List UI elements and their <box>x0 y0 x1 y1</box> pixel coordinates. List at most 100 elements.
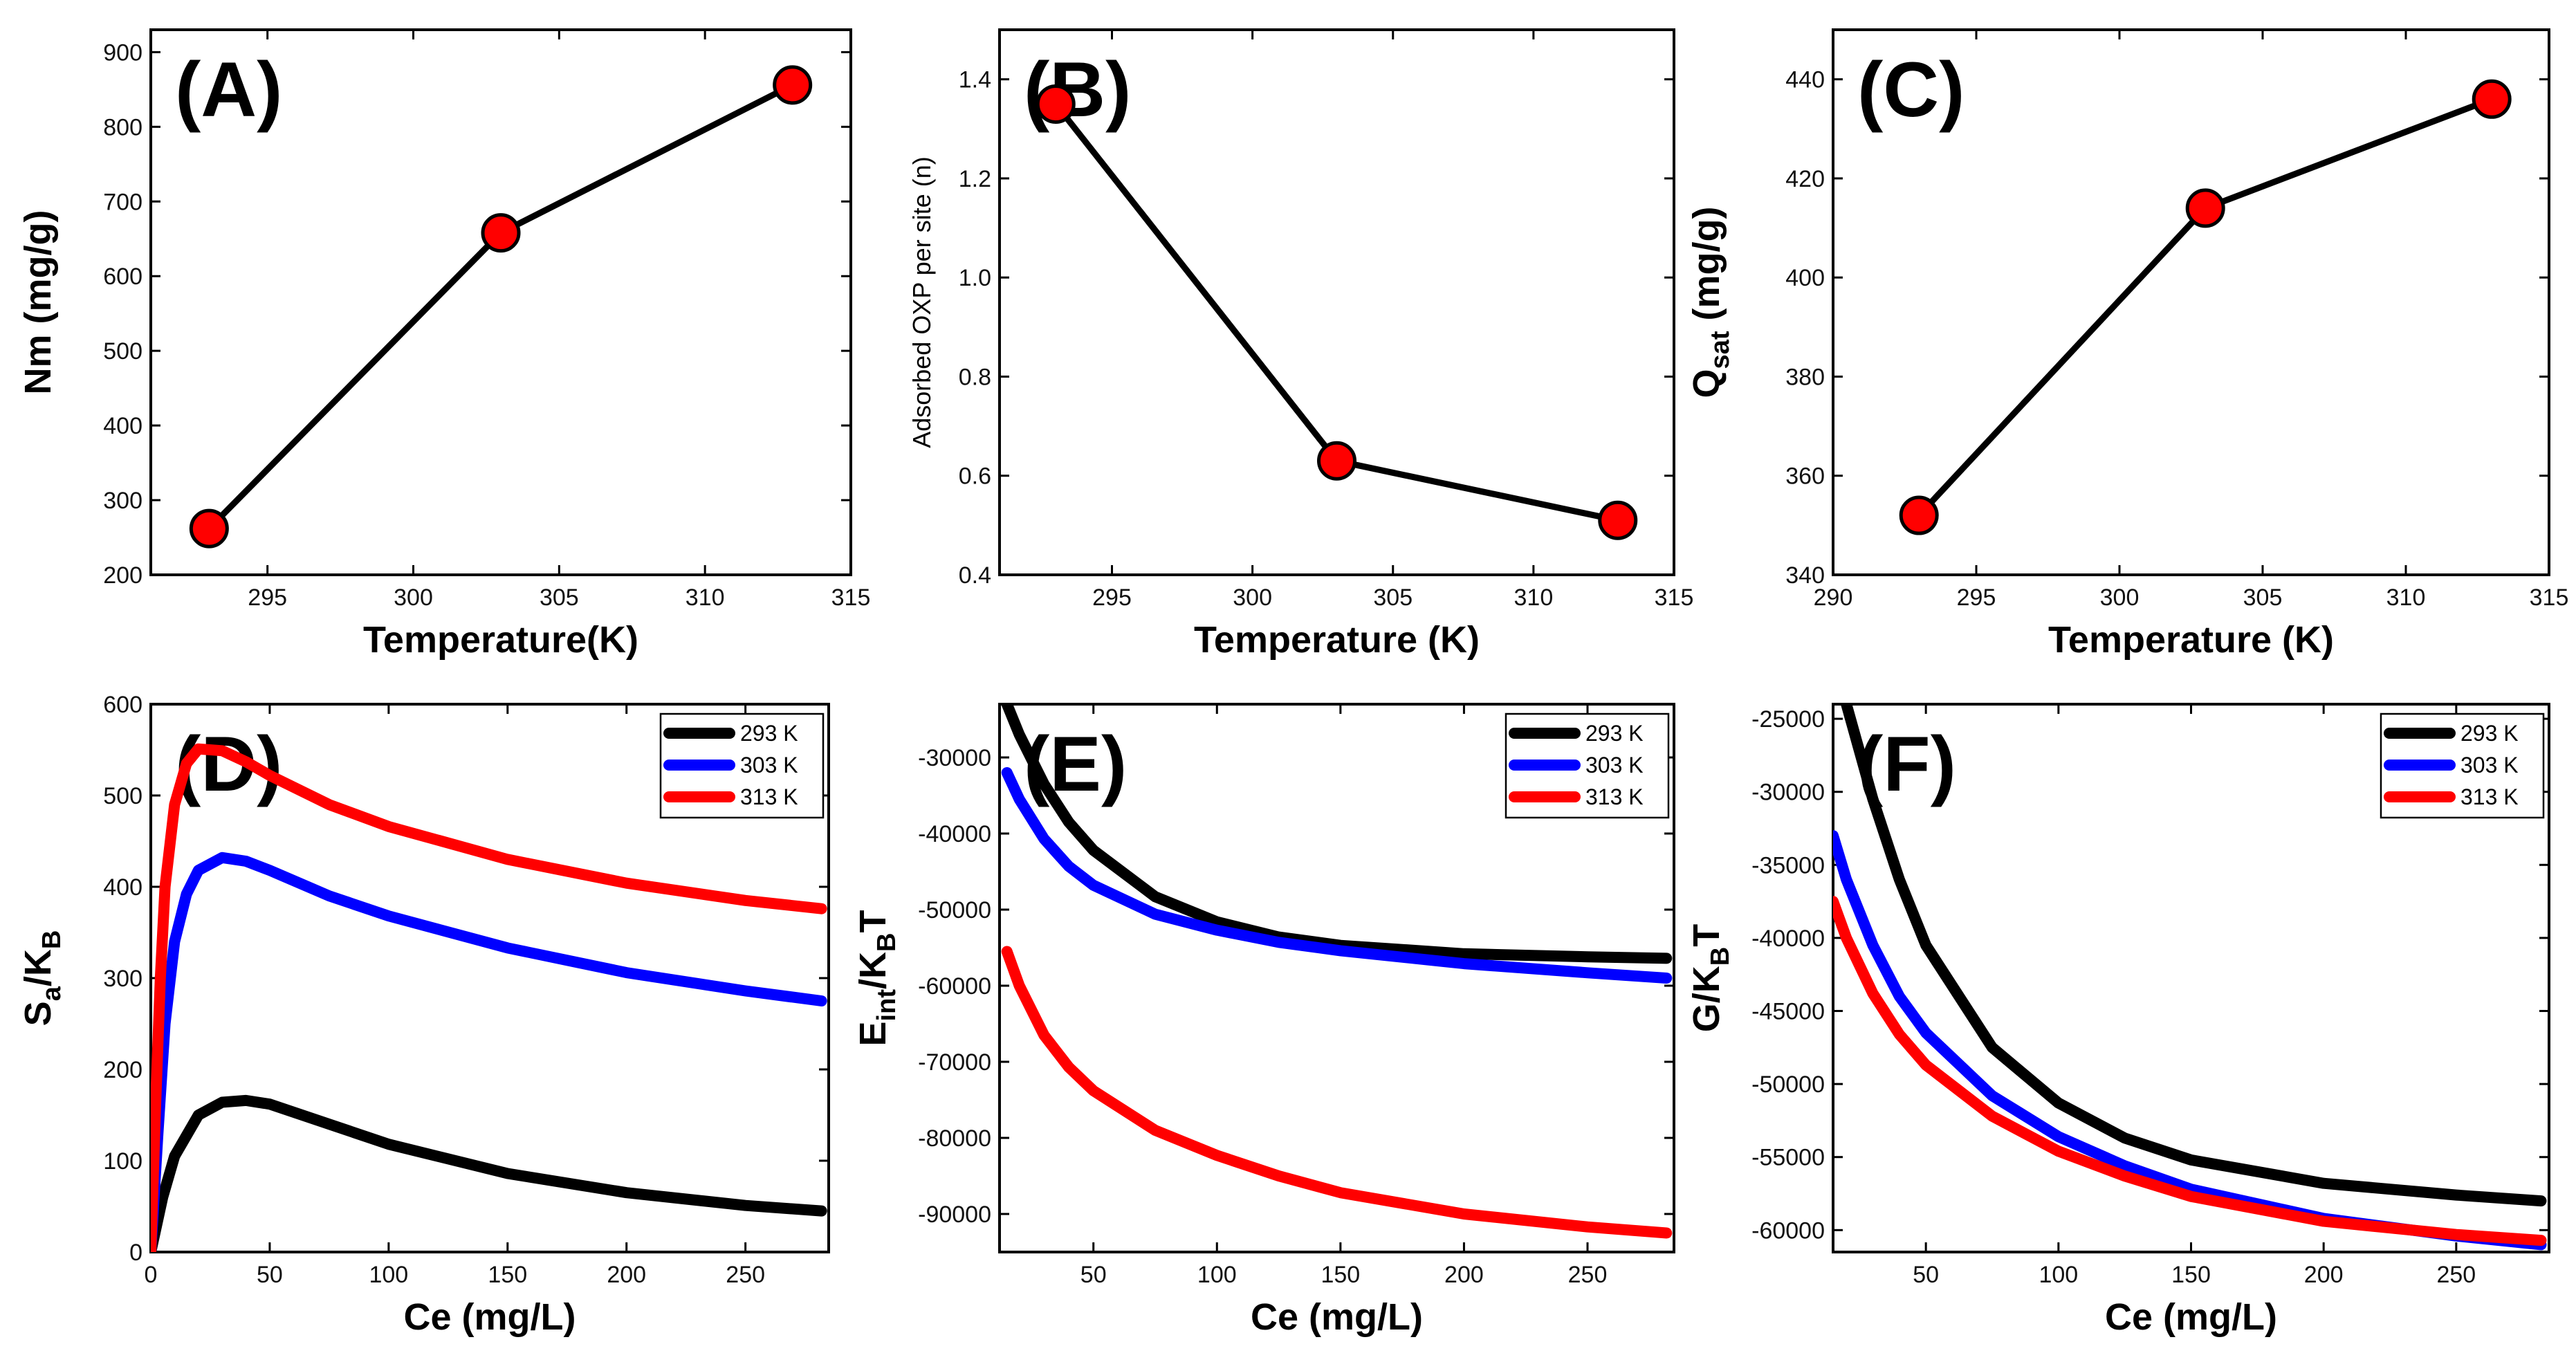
y-tick-label: 1.4 <box>959 67 991 93</box>
y-axis-title-part: B <box>1706 947 1735 966</box>
x-tick-label: 305 <box>2243 585 2283 611</box>
y-tick-label: 600 <box>103 264 142 290</box>
y-axis-title-part: S <box>17 1001 59 1026</box>
y-axis-title: Sa/KB <box>17 930 66 1027</box>
y-tick-label: 200 <box>103 562 142 589</box>
panel-c: 290 295 300 305 310 315 340 360 380 400 420 440 Temp… <box>1686 28 2568 661</box>
series-line-313-k <box>1833 896 2547 1246</box>
y-tick-label: -25000 <box>1751 706 1825 733</box>
y-tick-label: 360 <box>1785 463 1825 490</box>
series-line-303-k <box>1001 767 1673 984</box>
y-tick-label: 0.6 <box>959 463 991 490</box>
x-tick-label: 50 <box>257 1262 283 1288</box>
x-tick-label: 200 <box>607 1262 646 1288</box>
y-tick-label: 0 <box>129 1240 142 1266</box>
y-axis-title-part: B <box>872 933 901 952</box>
x-tick-label: 310 <box>686 585 725 611</box>
x-tick-label: 0 <box>145 1262 158 1288</box>
y-axis-title-part: B <box>37 930 66 949</box>
legend-label: 293 K <box>1585 721 1644 746</box>
y-tick-label: -40000 <box>1751 926 1825 952</box>
y-tick-label: 1.0 <box>959 265 991 291</box>
x-axis-title: Temperature (K) <box>2048 619 2334 661</box>
y-tick-label: 380 <box>1785 364 1825 390</box>
legend-label: 303 K <box>1585 753 1644 777</box>
y-tick-label: -80000 <box>918 1125 991 1152</box>
x-tick-label: 300 <box>1233 585 1272 611</box>
x-tick-label: 305 <box>1373 585 1413 611</box>
x-tick-label: 310 <box>1514 585 1554 611</box>
data-point <box>2185 188 2225 228</box>
data-point <box>1036 84 1076 124</box>
y-axis-title-part: E <box>852 1021 894 1046</box>
plot-frame <box>998 703 1675 1253</box>
plot-frame <box>149 28 852 576</box>
panel-d: 0 50 100 150 200 250 0 100 200 300 400 500 600 Ce (mg… <box>17 692 830 1338</box>
y-tick-label: -40000 <box>918 821 991 847</box>
y-axis-title: Adsorbed OXP per site (n) <box>908 156 936 448</box>
x-tick-label: 100 <box>1197 1262 1237 1288</box>
x-tick-label: 290 <box>1814 585 1853 611</box>
x-tick-label: 200 <box>2304 1262 2344 1288</box>
x-axis-title: Temperature(K) <box>363 619 638 661</box>
plot-frame <box>1832 28 2550 576</box>
data-point <box>481 213 521 253</box>
y-tick-label: 440 <box>1785 67 1825 93</box>
series-line-313-k <box>151 743 827 1252</box>
data-point <box>189 508 229 549</box>
y-axis-title-part: (mg/g) <box>1686 207 1727 331</box>
legend-label: 313 K <box>2460 784 2519 809</box>
y-tick-label: 600 <box>103 692 142 718</box>
y-axis-title: Qsat (mg/g) <box>1686 207 1735 398</box>
x-axis-title: Temperature (K) <box>1194 619 1480 661</box>
legend: 293 K 303 K 313 K <box>1505 712 1670 819</box>
y-axis-title-part: sat <box>1706 331 1735 369</box>
y-tick-label: -60000 <box>1751 1217 1825 1244</box>
y-tick-label: -30000 <box>1751 780 1825 806</box>
legend: 293 K 303 K 313 K <box>659 712 825 819</box>
data-point <box>1899 495 1939 535</box>
y-tick-label: 100 <box>103 1148 142 1175</box>
series-line-313-k <box>1001 946 1673 1239</box>
y-tick-label: 200 <box>103 1057 142 1083</box>
x-tick-label: 50 <box>1913 1262 1939 1288</box>
x-tick-label: 305 <box>540 585 579 611</box>
y-axis-title: Eint/KBT <box>852 910 901 1047</box>
plot-area <box>151 743 827 1252</box>
y-tick-label: 700 <box>103 189 142 215</box>
y-tick-label: 340 <box>1785 562 1825 589</box>
x-tick-label: 100 <box>2039 1262 2078 1288</box>
panel-b: 295 300 305 310 315 0.4 0.6 0.8 1.0 1.2 1.4 Tempera… <box>908 28 1693 661</box>
x-tick-label: 300 <box>2100 585 2140 611</box>
y-axis-title-part: T <box>1686 924 1727 947</box>
y-tick-label: 300 <box>103 488 142 514</box>
x-tick-label: 50 <box>1080 1262 1107 1288</box>
data-point <box>773 65 813 105</box>
y-tick-label: 400 <box>103 874 142 901</box>
x-tick-label: 150 <box>1321 1262 1360 1288</box>
plot-area <box>1833 704 2547 1251</box>
y-tick-label: 500 <box>103 338 142 365</box>
x-axis-title: Ce (mg/L) <box>2105 1296 2277 1338</box>
x-tick-label: 295 <box>248 585 287 611</box>
y-tick-label: -50000 <box>1751 1071 1825 1098</box>
legend-label: 303 K <box>740 753 798 777</box>
y-tick-label: -50000 <box>918 897 991 923</box>
x-tick-label: 150 <box>488 1262 527 1288</box>
x-tick-label: 295 <box>1092 585 1132 611</box>
y-tick-label: 400 <box>1785 265 1825 291</box>
y-axis-title-part: G/K <box>1686 966 1727 1032</box>
x-tick-label: 250 <box>1568 1262 1608 1288</box>
y-axis-title-part: /K <box>852 952 894 989</box>
x-tick-label: 300 <box>394 585 433 611</box>
legend: 293 K 303 K 313 K <box>2380 712 2545 819</box>
panel-a: 295 300 305 310 315 200 300 400 500 600 700 800 900 T… <box>17 28 870 661</box>
y-axis-title-part: Nm (mg/g) <box>17 210 59 395</box>
legend-label: 313 K <box>1585 784 1644 809</box>
plot-area <box>1001 704 1673 1239</box>
y-axis-title: Nm (mg/g) <box>17 210 59 395</box>
y-tick-label: 0.4 <box>959 562 991 589</box>
y-axis-title-part: int <box>872 989 901 1022</box>
series-line-293-k <box>1001 704 1673 964</box>
